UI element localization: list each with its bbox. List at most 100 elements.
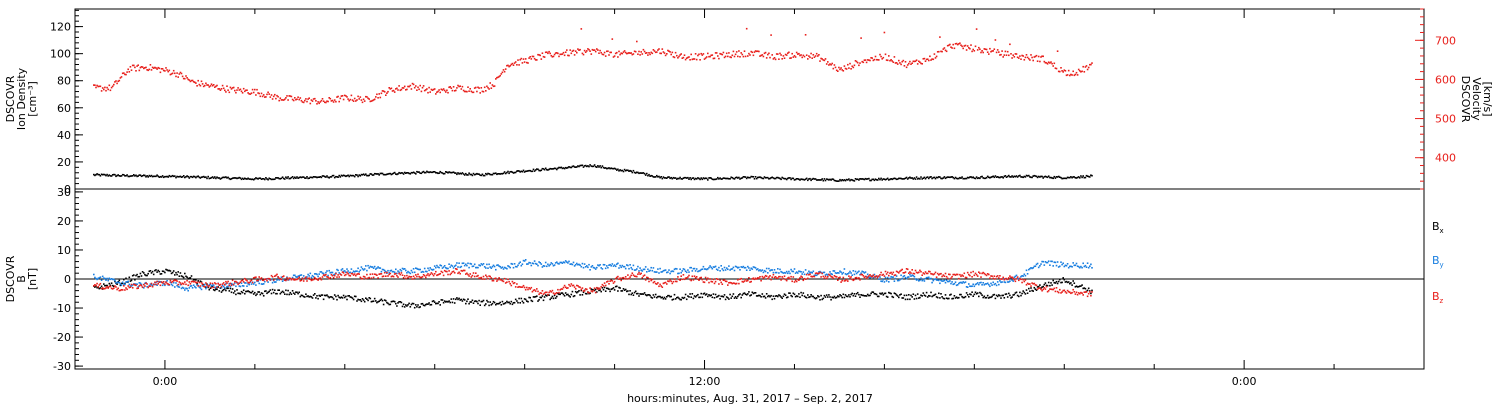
data-point <box>121 173 124 176</box>
data-point <box>215 286 217 289</box>
data-point <box>388 172 390 175</box>
data-point <box>973 285 976 288</box>
data-point <box>904 177 907 179</box>
data-point <box>621 169 624 172</box>
data-point <box>886 177 889 180</box>
data-point <box>808 274 810 276</box>
data-point <box>572 284 575 287</box>
data-point <box>724 298 727 301</box>
data-point <box>307 98 309 100</box>
data-point <box>939 36 941 38</box>
data-point <box>853 64 856 67</box>
data-point <box>762 177 765 180</box>
data-point <box>376 173 378 175</box>
data-point <box>175 75 177 78</box>
data-point <box>781 176 783 179</box>
data-point <box>194 285 196 288</box>
data-point <box>389 172 392 175</box>
data-point <box>441 172 444 174</box>
data-point <box>889 292 891 294</box>
data-point <box>359 276 362 279</box>
data-point <box>576 291 578 294</box>
data-point <box>143 287 145 289</box>
data-point <box>891 295 893 298</box>
data-point <box>628 277 630 280</box>
data-point <box>316 176 318 179</box>
data-point <box>151 66 154 69</box>
data-point <box>375 273 377 276</box>
data-point <box>656 296 658 299</box>
data-point <box>648 294 650 296</box>
data-point <box>735 282 738 285</box>
data-point <box>1091 291 1093 293</box>
data-point <box>781 297 783 299</box>
data-point <box>968 177 970 179</box>
data-point <box>774 276 777 278</box>
data-point <box>511 280 514 283</box>
data-point <box>490 277 493 279</box>
data-point <box>610 51 612 54</box>
data-point <box>761 54 764 56</box>
data-point <box>460 88 463 90</box>
data-point <box>379 172 382 175</box>
data-point <box>1059 70 1061 73</box>
data-point <box>486 275 488 278</box>
data-point <box>747 55 749 57</box>
data-point <box>1062 71 1064 73</box>
data-point <box>432 88 435 91</box>
data-point <box>418 268 420 271</box>
data-point <box>944 272 947 275</box>
data-point <box>755 268 758 271</box>
data-point <box>783 271 786 274</box>
data-point <box>979 291 981 294</box>
data-point <box>963 281 966 284</box>
data-point <box>602 53 605 56</box>
data-point <box>959 293 961 296</box>
data-point <box>504 68 507 70</box>
data-point <box>758 294 760 297</box>
data-point <box>309 102 312 105</box>
data-point <box>119 284 122 287</box>
data-point <box>1089 291 1091 293</box>
data-point <box>644 52 647 54</box>
data-point <box>835 276 838 278</box>
data-point <box>432 300 435 302</box>
data-point <box>840 295 842 297</box>
data-point <box>159 175 162 178</box>
data-point <box>221 284 224 287</box>
data-point <box>108 285 111 288</box>
data-point <box>732 293 735 295</box>
data-point <box>571 290 574 293</box>
data-point <box>118 79 121 82</box>
data-point <box>113 285 115 288</box>
data-point <box>170 281 173 284</box>
data-point <box>973 50 976 52</box>
data-point <box>664 177 667 179</box>
data-point <box>764 51 767 54</box>
data-point <box>271 281 274 284</box>
data-point <box>219 89 222 91</box>
data-point <box>664 281 667 284</box>
data-point <box>795 51 798 54</box>
data-point <box>670 176 672 179</box>
data-point <box>589 287 591 289</box>
data-point <box>249 291 252 294</box>
data-point <box>839 294 841 296</box>
data-point <box>1052 177 1054 180</box>
data-point <box>297 292 299 295</box>
data-point <box>798 293 800 295</box>
data-point <box>723 177 726 179</box>
data-point <box>692 279 695 281</box>
data-point <box>1039 176 1041 178</box>
data-point <box>593 287 596 289</box>
data-point <box>442 266 445 268</box>
data-point <box>315 297 317 299</box>
data-point <box>564 286 567 289</box>
data-point <box>481 264 484 266</box>
data-point <box>502 280 505 283</box>
data-point <box>377 97 379 99</box>
data-point <box>1062 277 1064 279</box>
data-point <box>827 276 829 278</box>
data-point <box>1016 56 1019 59</box>
data-point <box>986 273 989 275</box>
